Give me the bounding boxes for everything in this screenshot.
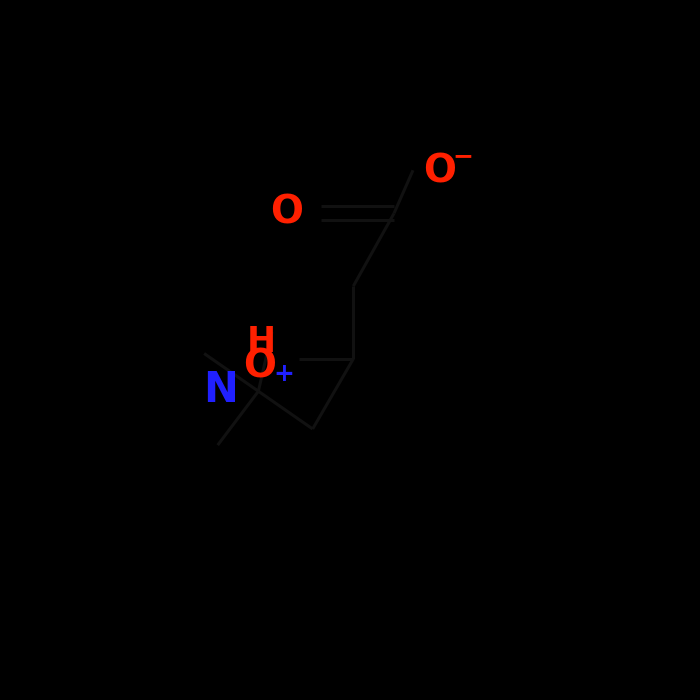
Text: N: N [204,369,238,411]
Text: H: H [247,325,276,358]
Text: O: O [244,347,276,386]
Text: +: + [274,362,295,386]
Text: O: O [423,153,456,190]
Text: −: − [453,144,474,168]
Text: O: O [270,193,303,231]
